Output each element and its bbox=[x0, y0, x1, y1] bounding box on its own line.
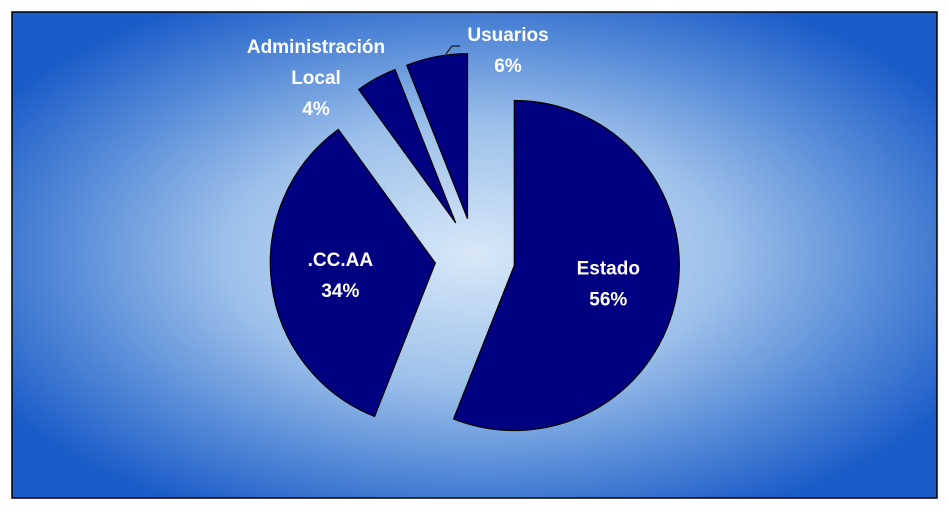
pie-slice bbox=[269, 128, 436, 418]
slice-label: Estado bbox=[577, 258, 640, 279]
slice-value-label: 56% bbox=[589, 289, 627, 310]
pie-slice bbox=[357, 68, 457, 224]
slice-label: .CC.AA bbox=[308, 250, 374, 271]
slice-value-label: 34% bbox=[321, 281, 359, 302]
slice-label: Usuarios bbox=[467, 25, 548, 46]
slice-value-label: 6% bbox=[494, 56, 522, 77]
pie-slice bbox=[452, 99, 680, 432]
pie-slice bbox=[405, 53, 469, 219]
slice-label: Administración Local bbox=[247, 37, 385, 89]
slice-value-label: 4% bbox=[302, 99, 330, 120]
leader-line bbox=[445, 45, 460, 55]
